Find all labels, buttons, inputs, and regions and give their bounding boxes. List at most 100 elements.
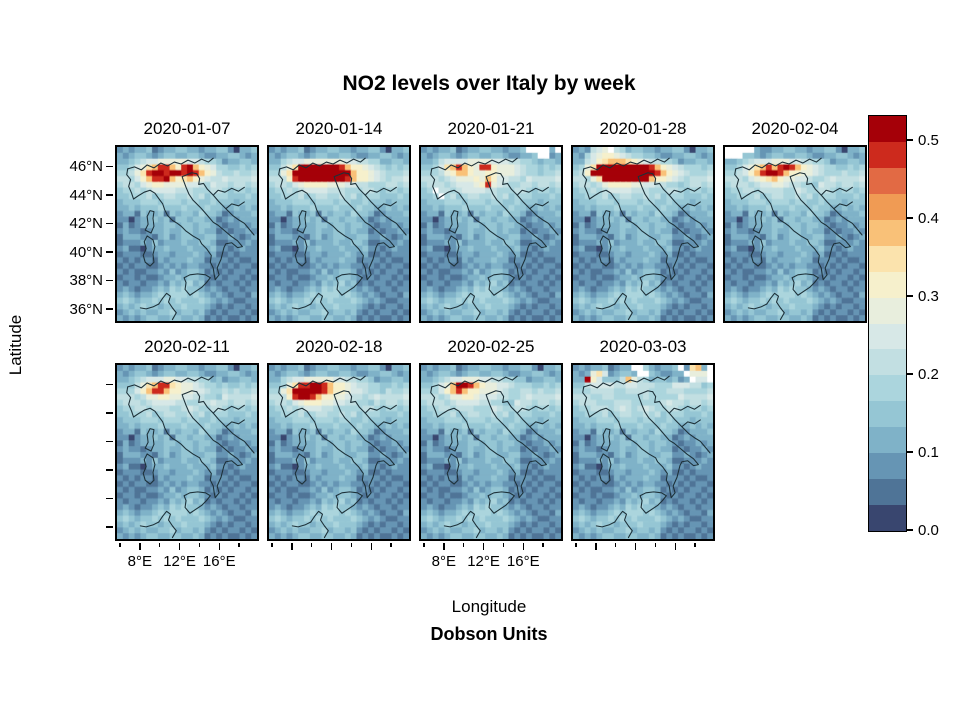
- map-panel: [571, 363, 715, 541]
- x-axis-tick: [634, 543, 637, 550]
- x-axis-tick: [482, 543, 485, 550]
- colorbar-band: [869, 427, 906, 454]
- figure-title: NO2 levels over Italy by week: [342, 72, 636, 95]
- colorbar-band: [869, 193, 906, 220]
- map-raster: [117, 365, 257, 539]
- y-axis-tick: [106, 194, 113, 196]
- x-axis-tick: [370, 543, 373, 550]
- y-axis-tick: [106, 497, 113, 500]
- colorbar-tick-label: 0.1: [918, 444, 939, 461]
- x-axis-tick: [330, 543, 333, 550]
- x-axis-tick: [350, 543, 353, 547]
- x-tick-label: 16°E: [506, 553, 540, 570]
- x-axis-tick: [139, 543, 141, 550]
- colorbar-band: [869, 141, 906, 168]
- panel-title: 2020-01-28: [599, 119, 687, 138]
- x-axis-tick: [310, 543, 313, 547]
- map-raster: [573, 147, 713, 321]
- x-axis-tick: [654, 543, 657, 547]
- x-axis-tick: [522, 543, 525, 550]
- map-panel: [267, 363, 411, 541]
- panel-title: 2020-02-18: [295, 337, 383, 356]
- colorbar-tick: [907, 295, 913, 297]
- panel-title: 2020-02-25: [447, 337, 535, 356]
- x-axis-tick: [218, 543, 221, 550]
- x-axis-tick: [542, 543, 544, 547]
- x-tick-label: 8°E: [127, 553, 152, 570]
- colorbar-band: [869, 505, 906, 531]
- colorbar-tick-label: 0.4: [918, 210, 939, 227]
- y-axis-tick: [106, 526, 113, 528]
- map-panel: [115, 363, 259, 541]
- x-axis-tick: [462, 543, 465, 547]
- map-panel: [419, 363, 563, 541]
- colorbar-band: [869, 271, 906, 298]
- colorbar-band: [869, 219, 906, 246]
- y-axis-tick: [106, 279, 113, 282]
- panel-title: 2020-01-14: [295, 119, 383, 138]
- map-panel: [267, 145, 411, 323]
- colorbar-band: [869, 116, 906, 142]
- colorbar-band: [869, 245, 906, 272]
- x-axis-tick: [614, 543, 617, 547]
- y-tick-label: 44°N: [69, 186, 103, 204]
- y-axis-label: Latitude: [6, 314, 25, 376]
- x-tick-label: 16°E: [202, 553, 236, 570]
- y-axis-tick: [106, 165, 113, 168]
- x-axis-tick: [694, 543, 696, 547]
- colorbar-band: [869, 167, 906, 194]
- x-axis-tick: [271, 543, 273, 547]
- y-axis-tick: [106, 383, 113, 386]
- map-panel: [419, 145, 563, 323]
- y-tick-label: 40°N: [69, 243, 103, 261]
- map-raster: [573, 365, 713, 539]
- colorbar-tick: [907, 451, 913, 453]
- colorbar: [868, 115, 907, 532]
- y-tick-label: 38°N: [69, 272, 103, 290]
- colorbar-tick: [907, 529, 913, 531]
- colorbar-band: [869, 375, 906, 402]
- colorbar-tick: [907, 373, 913, 375]
- x-axis-tick: [575, 543, 577, 547]
- y-axis-tick: [106, 308, 113, 310]
- x-tick-label: 8°E: [431, 553, 456, 570]
- y-axis-tick: [106, 469, 113, 471]
- colorbar-tick-label: 0.0: [918, 522, 939, 539]
- y-axis-tick: [106, 222, 113, 225]
- x-axis-tick: [198, 543, 201, 547]
- colorbar-band: [869, 349, 906, 376]
- colorbar-units-label: Dobson Units: [430, 624, 548, 644]
- map-raster: [725, 147, 865, 321]
- x-axis-tick: [443, 543, 445, 550]
- panel-title: 2020-01-21: [447, 119, 535, 138]
- x-axis-tick: [238, 543, 240, 547]
- x-axis-tick: [291, 543, 293, 550]
- colorbar-band: [869, 401, 906, 428]
- colorbar-tick-label: 0.5: [918, 132, 939, 149]
- panel-title: 2020-02-04: [751, 119, 839, 138]
- colorbar-tick: [907, 217, 913, 219]
- map-panel: [571, 145, 715, 323]
- x-axis-tick: [178, 543, 181, 550]
- map-raster: [269, 365, 409, 539]
- colorbar-band: [869, 297, 906, 324]
- y-tick-label: 36°N: [69, 300, 103, 318]
- map-raster: [117, 147, 257, 321]
- x-axis-tick: [502, 543, 505, 547]
- x-axis-tick: [595, 543, 597, 550]
- colorbar-tick: [907, 139, 913, 141]
- map-raster: [269, 147, 409, 321]
- panel-title: 2020-03-03: [599, 337, 687, 356]
- y-axis-tick: [106, 251, 113, 253]
- x-axis-tick: [674, 543, 677, 550]
- panel-title: 2020-02-11: [144, 337, 230, 356]
- colorbar-band: [869, 323, 906, 350]
- x-axis-tick: [158, 543, 161, 547]
- map-raster: [421, 365, 561, 539]
- map-raster: [421, 147, 561, 321]
- colorbar-tick-label: 0.3: [918, 288, 939, 305]
- panel-title: 2020-01-07: [143, 119, 231, 138]
- y-tick-label: 42°N: [69, 215, 103, 233]
- x-tick-label: 12°E: [467, 553, 500, 570]
